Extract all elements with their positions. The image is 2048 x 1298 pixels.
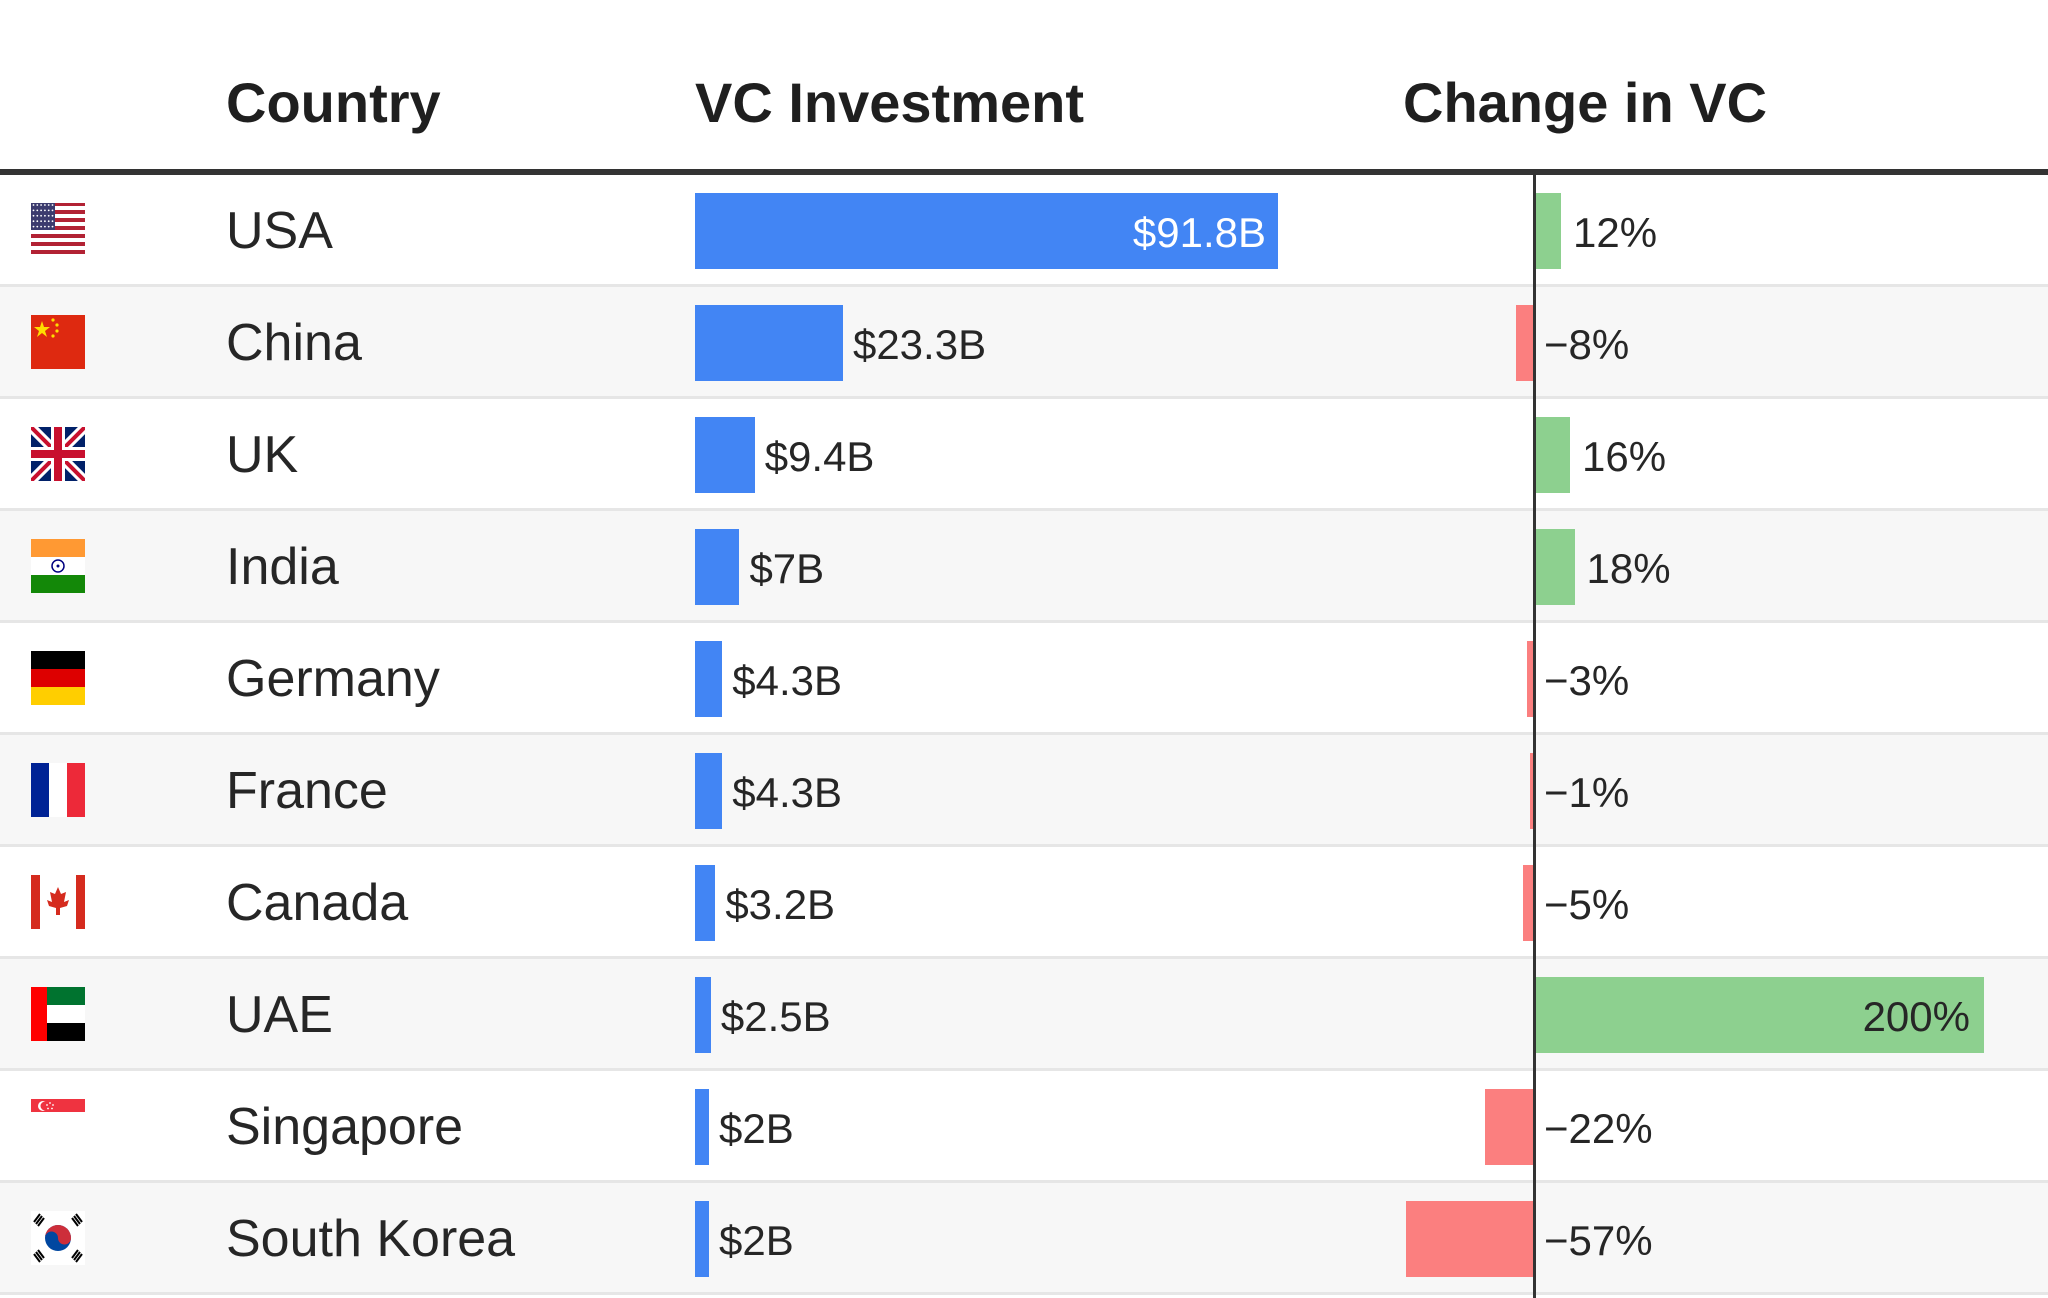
change-column-header: Change in VC [1403,71,1768,134]
change-label: −5% [1544,881,1630,928]
change-label: −8% [1544,321,1630,368]
germany-flag-icon [31,651,85,705]
vc-investment-label: $3.2B [725,881,836,928]
vc-investment-label: $91.8B [1132,209,1266,256]
change-label: 16% [1582,433,1667,480]
china-flag-icon [31,315,85,369]
change-negative-bar [1484,1089,1534,1165]
change-zero-axis [1533,175,1536,1298]
usa-flag-icon [31,203,85,257]
vc-investment-bar [695,977,711,1053]
vc-investment-bar [695,865,716,941]
india-flag-icon [31,539,85,593]
change-positive-bar [1534,417,1570,493]
vc-investment-bar [695,529,740,605]
uae-flag-icon [31,987,85,1041]
country-name: France [226,762,388,820]
table-row: Singapore $2B −22% [0,1071,2048,1183]
country-name: Canada [226,874,409,932]
change-negative-bar [1530,753,1534,829]
change-label: −22% [1544,1105,1653,1152]
vc-investment-label: $23.3B [852,321,987,368]
change-positive-bar [1534,529,1575,605]
change-negative-bar [1522,865,1534,941]
vc-investment-bar [695,641,723,717]
table-header: Country VC Investment Change in VC [0,0,2048,175]
vc-investment-column-header: VC Investment [695,71,1084,134]
change-label: 12% [1573,209,1658,256]
table-row: Germany $4.3B −3% [0,623,2048,735]
change-positive-bar [1534,977,1984,1053]
change-label: −3% [1544,657,1630,704]
country-name: Singapore [226,1098,464,1156]
uk-flag-icon [31,427,85,481]
country-column-header: Country [226,71,441,134]
table-row: South Korea $2B −57% [0,1183,2048,1295]
vc-investment-label: $2.5B [720,993,831,1040]
vc-investment-label: $7B [749,545,825,592]
country-name: India [226,538,339,596]
canada-flag-icon [31,875,85,929]
vc-investment-label: $2B [719,1217,794,1264]
vc-investment-bar [695,1089,709,1165]
country-name: UAE [226,986,333,1044]
table-row: China $23.3B −8% [0,287,2048,399]
change-label: 200% [1862,993,1970,1040]
table-row: UAE $2.5B 200% [0,959,2048,1071]
change-label: 18% [1586,545,1671,592]
country-name: China [226,314,362,372]
vc-investment-label: $4.3B [732,657,843,704]
table-row: UK $9.4B 16% [0,399,2048,511]
country-name: Germany [226,650,440,708]
change-positive-bar [1534,193,1561,269]
vc-investment-bar [695,305,843,381]
change-label: −1% [1544,769,1630,816]
vc-investment-bar [695,417,755,493]
table-body: USA $91.8B 12% China $23.3B −8% UK $9.4B 16% I… [0,175,2048,1295]
table-row: France $4.3B −1% [0,735,2048,847]
vc-investment-label: $4.3B [732,769,843,816]
country-name: South Korea [226,1210,516,1268]
table-row: India $7B 18% [0,511,2048,623]
vc-investment-label: $2B [719,1105,794,1152]
singapore-flag-icon [31,1099,85,1153]
south-korea-flag-icon [31,1211,85,1265]
change-negative-bar [1516,305,1534,381]
table-row: USA $91.8B 12% [0,175,2048,287]
vc-investment-bar [695,1201,709,1277]
country-name: USA [226,202,333,260]
france-flag-icon [31,763,85,817]
vc-investment-label: $9.4B [764,433,875,480]
vc-investment-bar [695,753,723,829]
change-negative-bar [1405,1201,1534,1277]
table-row: Canada $3.2B −5% [0,847,2048,959]
country-name: UK [226,426,299,484]
vc-investment-bar [695,193,1278,269]
change-label: −57% [1544,1217,1653,1264]
change-negative-bar [1527,641,1534,717]
